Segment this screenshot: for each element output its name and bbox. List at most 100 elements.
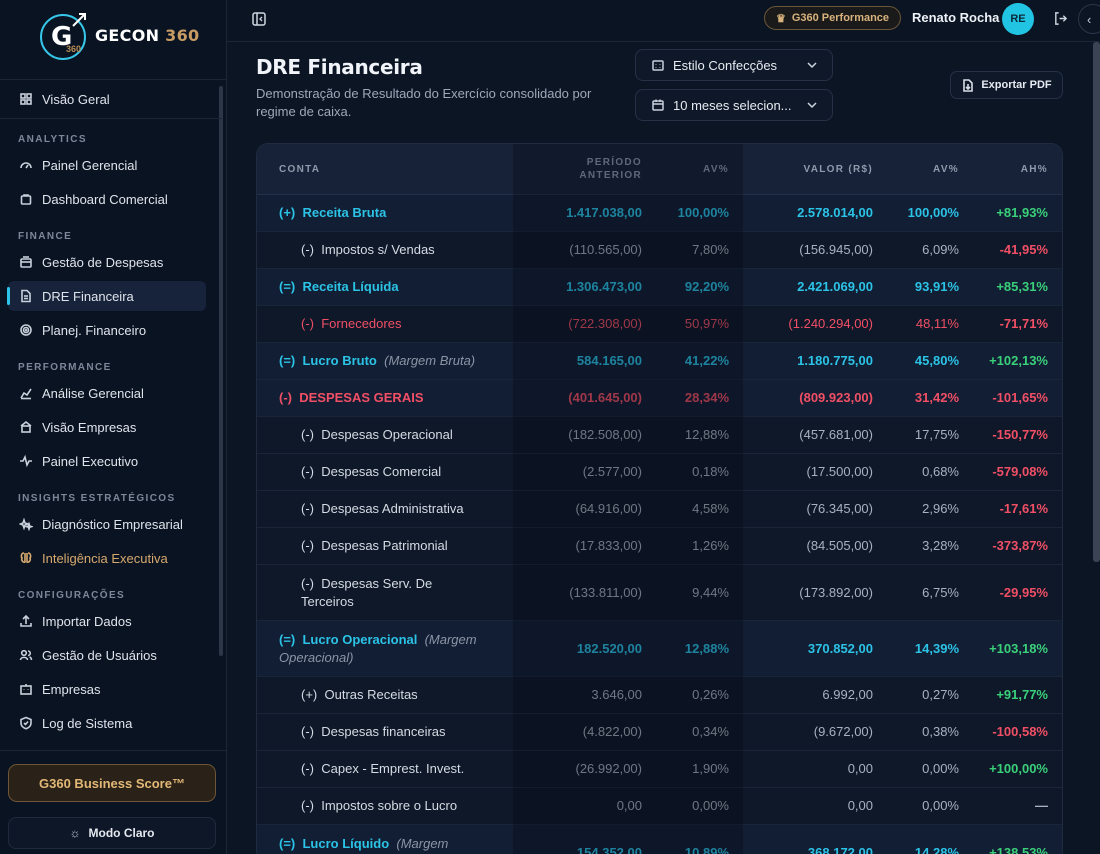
business-score-button[interactable]: G360 Business Score™ <box>8 764 216 802</box>
sidebar-scrollbar[interactable] <box>219 86 223 656</box>
sidebar-item-visao-empresas[interactable]: Visão Empresas <box>8 412 206 442</box>
main-scrollbar[interactable] <box>1093 42 1100 562</box>
account-name: Receita Líquida <box>302 279 399 294</box>
previous-av-percent: 92,20% <box>684 279 729 294</box>
period-select[interactable]: 10 meses selecion... <box>635 89 833 121</box>
previous-value: (26.992,00) <box>575 761 643 776</box>
current-value: 0,00 <box>847 798 873 813</box>
collapse-sidebar-icon[interactable] <box>251 11 267 27</box>
previous-value: (722.308,00) <box>568 316 642 331</box>
panel-toggle-button[interactable]: ‹ <box>1078 4 1100 34</box>
current-value: (173.892,00) <box>799 585 873 600</box>
previous-av-percent: 41,22% <box>684 353 729 368</box>
company-select-value: Estilo Confecções <box>673 57 778 73</box>
account-name: Despesas Patrimonial <box>321 538 448 553</box>
sidebar-item-diagnostico-empresarial[interactable]: Diagnóstico Empresarial <box>8 509 206 539</box>
previous-value: 154.352,00 <box>576 845 642 854</box>
table-row: (=) Lucro Líquido (Margem 154.352,00 10,89… <box>257 825 1062 854</box>
table-row: (-) Impostos sobre o Lucro 0,00 0,00% 0,00 0… <box>257 788 1062 825</box>
table-row: (-) Capex - Emprest. Invest. (26.992,00) 1… <box>257 751 1062 788</box>
sidebar-item-importar-dados[interactable]: Importar Dados <box>8 606 206 636</box>
horizontal-analysis-percent: +102,13% <box>989 353 1048 368</box>
table-row: (-) DESPESAS GERAIS (401.645,00) 28,34% (80… <box>257 380 1062 417</box>
current-av-percent: 0,68% <box>922 464 959 479</box>
sidebar-item-gestao-de-usuarios[interactable]: Gestão de Usuários <box>8 640 206 670</box>
account-label: (-) DESPESAS GERAIS <box>279 390 497 405</box>
account-label: (-) Despesas Operacional <box>301 427 497 442</box>
account-sign: (-) <box>279 390 292 405</box>
sidebar-item-dre-financeira[interactable]: DRE Financeira <box>7 281 206 311</box>
account-label: (=) Receita Líquida <box>279 279 497 294</box>
previous-value: (4.822,00) <box>582 724 642 739</box>
sidebar-item-visao-geral[interactable]: Visão Geral <box>8 84 206 114</box>
sidebar-item-label: Diagnóstico Empresarial <box>42 516 183 532</box>
account-sign: (-) <box>301 242 314 257</box>
sidebar-item-log-de-sistema[interactable]: Log de Sistema <box>8 708 206 738</box>
export-pdf-button[interactable]: Exportar PDF <box>950 71 1063 99</box>
current-av-percent: 0,27% <box>922 687 959 702</box>
current-av-percent: 17,75% <box>914 427 959 442</box>
account-name: Outras Receitas <box>324 687 418 702</box>
company-select[interactable]: Estilo Confecções <box>635 49 833 81</box>
sidebar-divider <box>0 118 222 119</box>
current-value: 1.180.775,00 <box>797 353 873 368</box>
previous-av-percent: 0,26% <box>692 687 729 702</box>
horizontal-analysis-percent: -579,08% <box>992 464 1048 479</box>
chevron-down-icon <box>807 102 817 109</box>
performance-badge[interactable]: ♛ G360 Performance <box>764 6 901 30</box>
sidebar-item-label: Empresas <box>42 681 101 697</box>
account-sign: (-) <box>301 464 314 479</box>
current-value: 368.172,00 <box>807 845 873 854</box>
previous-value: (182.508,00) <box>568 427 642 442</box>
previous-value: (17.833,00) <box>575 538 643 553</box>
gauge-icon <box>19 158 33 172</box>
account-sign: (-) <box>301 798 314 813</box>
previous-av-percent: 0,34% <box>692 724 729 739</box>
logout-icon[interactable] <box>1053 11 1068 26</box>
previous-av-percent: 9,44% <box>692 585 729 600</box>
logo-mark: G 360 <box>40 13 86 60</box>
horizontal-analysis-percent: +81,93% <box>996 205 1048 220</box>
horizontal-analysis-percent: -150,77% <box>992 427 1048 442</box>
sidebar-footer: G360 Business Score™ ☼ Modo Claro <box>0 750 226 854</box>
account-name: Despesas Operacional <box>321 427 453 442</box>
account-sign: (=) <box>279 632 296 647</box>
building-icon <box>19 420 33 434</box>
sidebar-item-empresas[interactable]: Empresas <box>8 674 206 704</box>
previous-value: 3.646,00 <box>591 687 642 702</box>
horizontal-analysis-percent: -71,71% <box>999 316 1048 331</box>
previous-value: 182.520,00 <box>576 641 642 656</box>
avatar[interactable]: RE <box>1002 3 1034 35</box>
current-av-percent: 31,42% <box>914 390 959 405</box>
account-name-continued: Terceiros <box>301 594 354 609</box>
sidebar-item-gestao-de-despesas[interactable]: Gestão de Despesas <box>8 247 206 277</box>
horizontal-analysis-percent: -100,58% <box>992 724 1048 739</box>
light-mode-button[interactable]: ☼ Modo Claro <box>8 817 216 849</box>
sidebar-item-dashboard-comercial[interactable]: Dashboard Comercial <box>8 184 206 214</box>
wallet-icon <box>19 255 33 269</box>
grid-icon <box>19 92 33 106</box>
current-av-percent: 3,28% <box>922 538 959 553</box>
current-av-percent: 0,00% <box>922 761 959 776</box>
account-note: (Margem <box>424 632 477 647</box>
account-name: Impostos s/ Vendas <box>321 242 435 257</box>
users-icon <box>19 648 33 662</box>
current-av-percent: 0,00% <box>922 798 959 813</box>
previous-value: 1.306.473,00 <box>566 279 642 294</box>
previous-av-percent: 7,80% <box>692 242 729 257</box>
sidebar-item-analise-gerencial[interactable]: Análise Gerencial <box>8 378 206 408</box>
previous-value: 584.165,00 <box>576 353 642 368</box>
sidebar-item-painel-gerencial[interactable]: Painel Gerencial <box>8 150 206 180</box>
table-row: (-) Despesas Operacional (182.508,00) 12,8… <box>257 417 1062 454</box>
sidebar-item-painel-executivo[interactable]: Painel Executivo <box>8 446 206 476</box>
document-icon <box>19 289 33 303</box>
crown-icon: ♛ <box>775 12 786 25</box>
account-sign: (=) <box>279 836 296 851</box>
sidebar-item-planej-financeiro[interactable]: Planej. Financeiro <box>8 315 206 345</box>
file-download-icon <box>963 78 974 92</box>
line-chart-icon <box>19 386 33 400</box>
account-label: (+) Outras Receitas <box>301 687 497 702</box>
sidebar-item-label: Análise Gerencial <box>42 385 144 401</box>
logo[interactable]: G 360 GECON 360 <box>0 0 226 80</box>
sidebar-item-inteligencia-executiva[interactable]: Inteligência Executiva <box>8 543 206 573</box>
